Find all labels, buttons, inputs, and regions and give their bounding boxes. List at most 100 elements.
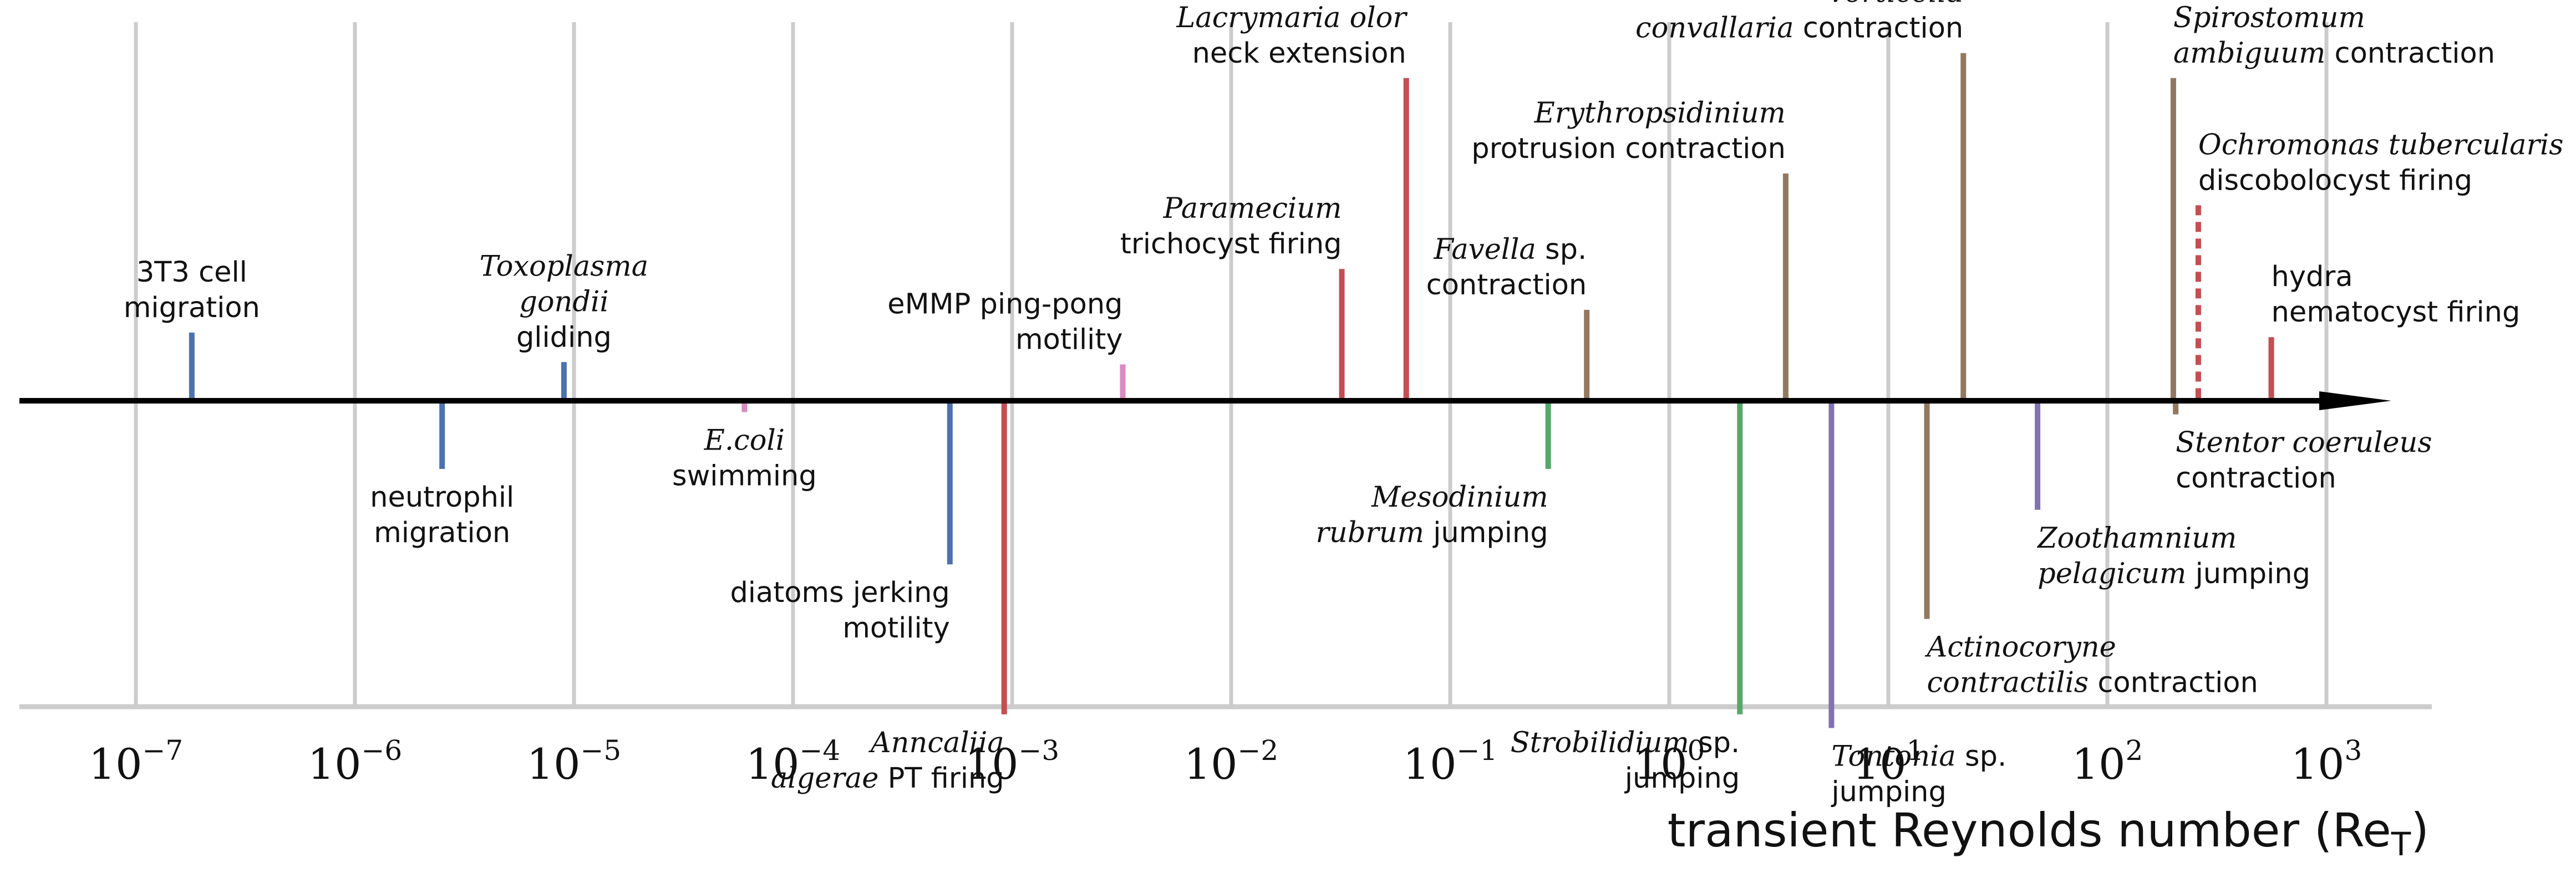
event-label-text: jumping [1424, 517, 1548, 549]
event-label-text: migration [374, 517, 510, 549]
event-label-italic: rubrum [1316, 517, 1424, 549]
event-label-italic: algerae [771, 762, 879, 795]
event-stems [189, 53, 2274, 728]
event-label-text: PT firing [878, 762, 1004, 795]
event-label-italic: Lacrymaria olor [1176, 2, 1408, 34]
x-tick-exponent: 1 [1906, 734, 1924, 767]
x-tick-exponent: −1 [1457, 734, 1498, 767]
event-label-line: convallaria contraction [1635, 12, 1963, 45]
x-tick-exponent: 3 [2344, 734, 2362, 767]
event-label-text: 3T3 cell [136, 256, 247, 289]
event-label-line: Paramecium [1163, 192, 1342, 225]
timeline-arrow [19, 391, 2391, 410]
event-label-line: 3T3 cell [136, 256, 247, 289]
event-label-line: gondii [519, 285, 608, 318]
event-label-text: jumping [1831, 775, 1946, 808]
x-tick-label: 10−1 [1403, 734, 1497, 789]
event-label-text: contraction [2176, 462, 2336, 495]
x-tick-base: 10 [527, 739, 581, 789]
x-tick-base: 10 [89, 739, 143, 789]
event-label-text: contraction [1794, 12, 1964, 45]
event-label-text: neutrophil [370, 481, 514, 514]
event-label-text: motility [1015, 323, 1123, 356]
x-tick-label: 102 [2072, 734, 2143, 789]
event-label-line: Spirostomum [2173, 2, 2365, 34]
event-label-italic: convallaria [1635, 12, 1793, 45]
x-tick-label: 10−5 [527, 734, 621, 789]
event-label-italic: Anncaliia [868, 727, 1004, 759]
event-label-italic: Ochromonas tubercularis [2198, 129, 2564, 161]
event-label-text: protrusion contraction [1471, 132, 1786, 165]
event-label-line: rubrum jumping [1316, 517, 1548, 549]
event-label-line: trichocyst firing [1120, 228, 1342, 261]
event-label-line: motility [1015, 323, 1123, 356]
event-label-text: discobolocyst firing [2198, 164, 2472, 197]
x-tick-label: 10−6 [308, 734, 402, 789]
event-label-italic: Stentor coeruleus [2176, 427, 2432, 460]
x-tick-exponent: −2 [1238, 734, 1279, 767]
event-label-text: contraction [2089, 667, 2258, 700]
event-label-line: jumping [1831, 775, 1946, 808]
event-label-line: swimming [672, 460, 817, 493]
event-label-italic: Vorticella [1827, 0, 1963, 9]
event-label-line: hydra [2272, 261, 2353, 293]
event-label-text: eMMP ping-pong [887, 288, 1122, 320]
event-label-text: hydra [2272, 261, 2353, 293]
event-label-line: Tontonia sp. [1831, 740, 2006, 773]
event-label-favella: Favella sp.contraction [1426, 233, 1587, 302]
event-label-strobilidium: Strobilidium sp.jumping [1511, 727, 1740, 795]
x-tick-label: 103 [2291, 734, 2362, 789]
event-label-italic: pelagicum [2038, 558, 2186, 590]
event-label-italic: Toxoplasma [480, 250, 649, 283]
x-tick-exponent: −3 [1019, 734, 1060, 767]
x-tick-label: 10−2 [1184, 734, 1278, 789]
event-label-text: sp. [1956, 740, 2006, 773]
event-label-italic: Erythropsidinium [1534, 97, 1786, 130]
event-label-line: Mesodinium [1371, 481, 1548, 514]
x-tick-exponent: −6 [362, 734, 403, 767]
x-tick-exponent: 2 [2125, 734, 2143, 767]
event-label-line: eMMP ping-pong [887, 288, 1122, 320]
event-label-line: protrusion contraction [1471, 132, 1786, 165]
x-tick-labels: 10−7 10−6 10−5 10−4 10−3 10−2 10−1 100 101 102 103 [89, 734, 2362, 789]
event-label-line: Toxoplasma [480, 250, 649, 283]
x-tick-base: 10 [2291, 739, 2345, 789]
event-label-line: pelagicum jumping [2038, 558, 2310, 590]
event-label-line: Anncaliia [868, 727, 1004, 759]
x-tick-base: 10 [1184, 739, 1238, 789]
event-label-italic: Strobilidium [1511, 727, 1689, 759]
x-tick-base: 10 [746, 739, 800, 789]
event-label-italic: E.coli [704, 425, 785, 457]
event-label-text: contraction [2325, 37, 2495, 70]
event-label-line: Ochromonas tubercularis [2198, 129, 2564, 161]
event-label-line: Strobilidium sp. [1511, 727, 1740, 759]
event-label-italic: gondii [519, 285, 608, 318]
event-label-text: trichocyst firing [1120, 228, 1342, 261]
x-tick-base: 10 [1634, 739, 1688, 789]
x-tick-exponent: −4 [800, 734, 841, 767]
event-label-italic: ambiguum [2173, 37, 2325, 70]
x-tick-base: 10 [2072, 739, 2126, 789]
x-tick-label: 10−3 [965, 734, 1059, 789]
event-label-line: neutrophil [370, 481, 514, 514]
event-label-italic: Spirostomum [2173, 2, 2365, 34]
event-label-italic: Tontonia [1831, 740, 1955, 773]
event-label-text: jumping [2186, 558, 2310, 590]
event-label-text: nematocyst firing [2272, 296, 2521, 329]
x-tick-exponent: 0 [1687, 734, 1705, 767]
event-label-italic: Favella [1433, 233, 1536, 266]
event-label-tontonia: Tontonia sp.jumping [1831, 740, 2006, 808]
event-label-line: algerae PT firing [771, 762, 1004, 795]
event-label-line: contraction [2176, 462, 2336, 495]
x-tick-label: 10−7 [89, 734, 183, 789]
